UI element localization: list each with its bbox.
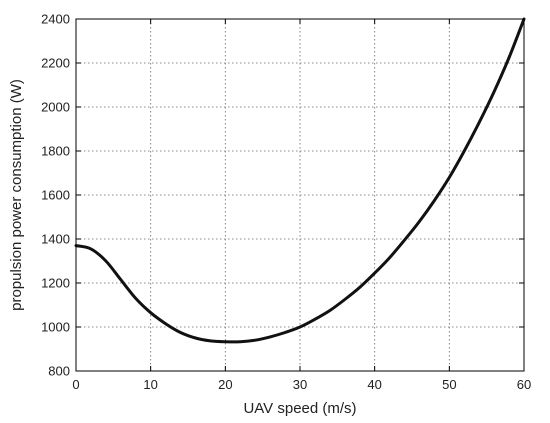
- y-tick-label: 1600: [41, 188, 70, 203]
- y-axis-label: propulsion power consumption (W): [8, 79, 25, 311]
- x-axis-label: UAV speed (m/s): [243, 400, 356, 417]
- y-tick-label: 2000: [41, 100, 70, 115]
- x-tick-labels: 0 10 20 30 40 50 60: [72, 377, 531, 392]
- y-tick-label: 800: [48, 364, 70, 379]
- x-tick-label: 10: [143, 377, 157, 392]
- x-tick-label: 60: [517, 377, 531, 392]
- plot-frame: [75, 18, 525, 372]
- grid-lines: [76, 19, 524, 371]
- x-tick-label: 0: [72, 377, 79, 392]
- x-tick-label: 30: [293, 377, 307, 392]
- y-tick-label: 2400: [41, 12, 70, 27]
- x-tick-label: 40: [367, 377, 381, 392]
- y-tick-label: 1200: [41, 276, 70, 291]
- power-curve: [74, 17, 526, 344]
- y-tick-label: 1000: [41, 320, 70, 335]
- y-tick-label: 1400: [41, 232, 70, 247]
- x-tick-label: 20: [218, 377, 232, 392]
- y-tick-label: 2200: [41, 56, 70, 71]
- y-tick-labels: 800 1000 1200 1400 1600 1800 2000 2200 2400: [41, 12, 70, 379]
- y-tick-label: 1800: [41, 144, 70, 159]
- x-tick-label: 50: [442, 377, 456, 392]
